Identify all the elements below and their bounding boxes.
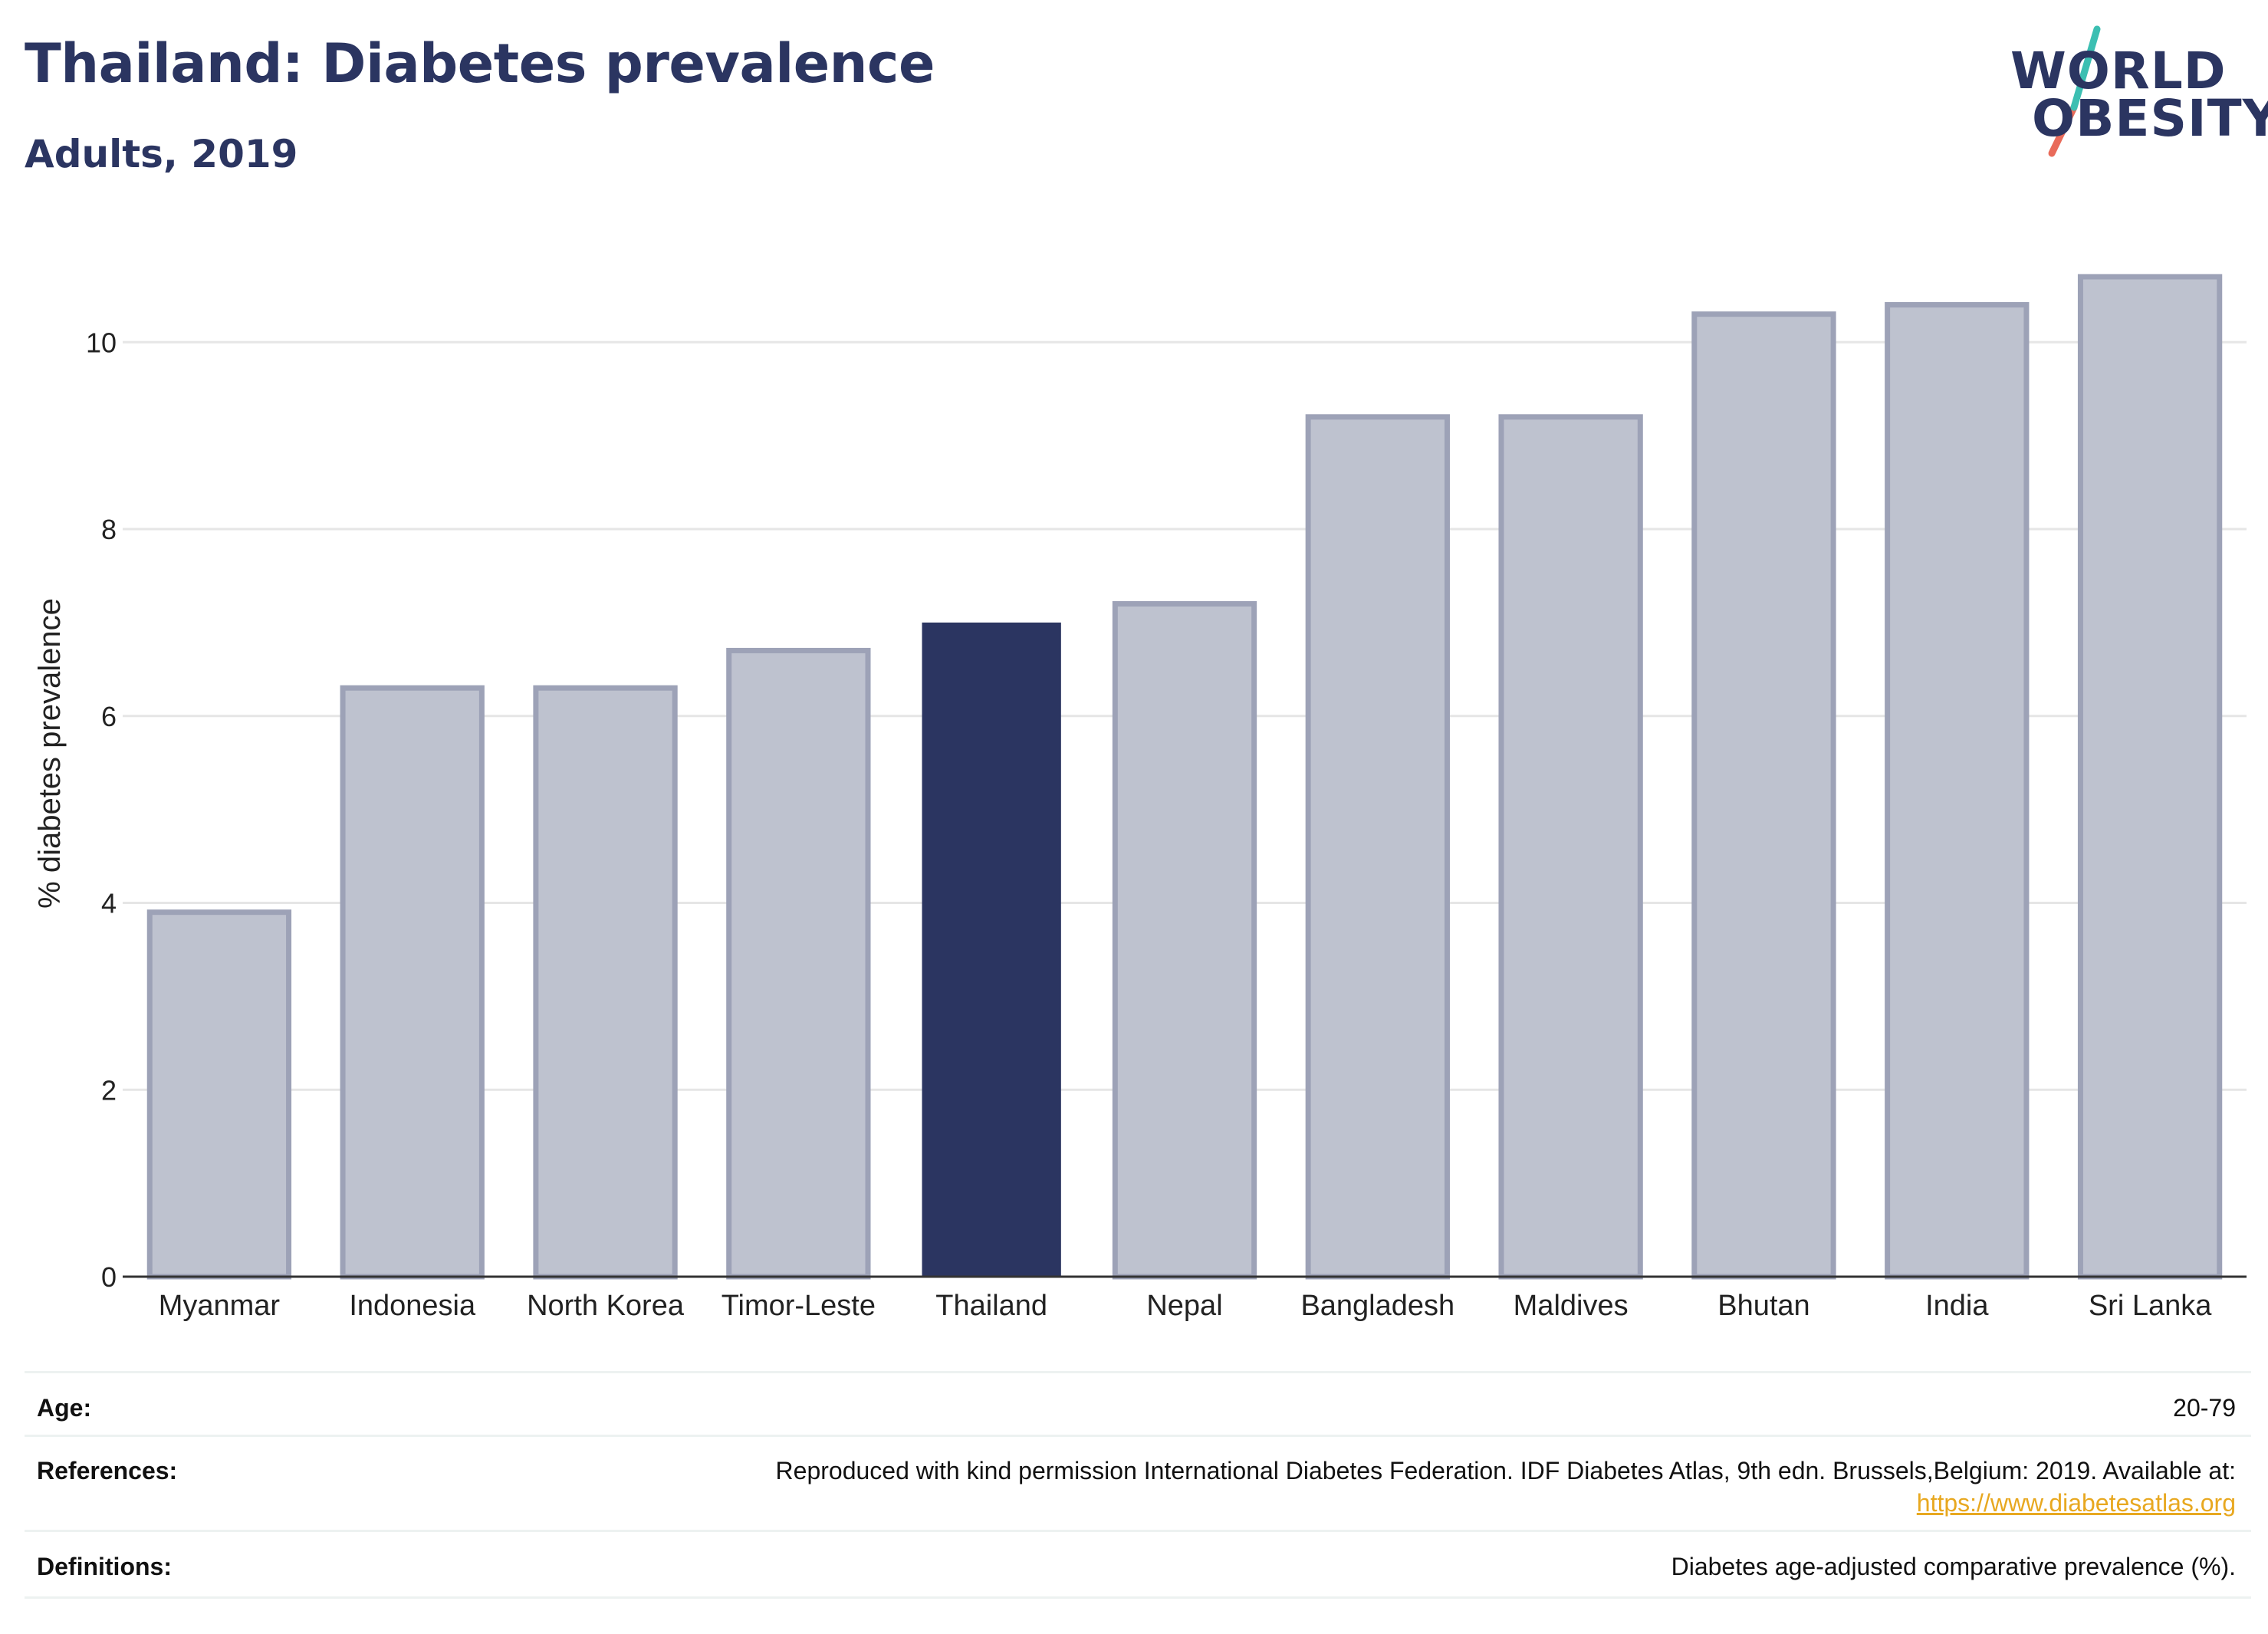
age-value: 20-79: [2173, 1394, 2236, 1422]
bar: [146, 909, 292, 1280]
meta-row-references: References: Reproduced with kind permiss…: [25, 1457, 2251, 1534]
x-tick-label: Bhutan: [1717, 1290, 1809, 1322]
meta-divider: [25, 1371, 2251, 1373]
meta-divider: [25, 1596, 2251, 1599]
age-label: Age:: [37, 1394, 92, 1422]
bar-highlight: [922, 622, 1061, 1277]
y-tick-label: 0: [101, 1261, 117, 1293]
chart-subtitle: Adults, 2019: [25, 132, 298, 176]
x-tick-label: Maldives: [1514, 1290, 1629, 1322]
bar: [1112, 601, 1257, 1280]
bar: [1305, 414, 1450, 1280]
x-tick-label: Timor-Leste: [721, 1290, 876, 1322]
x-tick-label: Nepal: [1146, 1290, 1222, 1322]
logo-word-obesity: OBESITY: [2032, 89, 2268, 148]
x-tick-label: Sri Lanka: [2089, 1290, 2212, 1322]
world-obesity-logo: WORLD OBESITY: [2001, 23, 2268, 161]
definitions-label: Definitions:: [37, 1553, 172, 1580]
y-tick-label: 8: [101, 514, 117, 545]
references-label: References:: [37, 1457, 178, 1484]
meta-divider: [25, 1435, 2251, 1437]
meta-divider: [25, 1530, 2251, 1532]
references-text: Reproduced with kind permission Internat…: [775, 1457, 2236, 1484]
bar: [2077, 274, 2223, 1280]
y-tick-label: 4: [101, 888, 117, 919]
x-tick-label: Thailand: [935, 1290, 1047, 1322]
bar-chart: 0 2 4 6 8 10 Myanmar Indonesia North Korea Timor-…: [33, 274, 2247, 1322]
y-tick-label: 10: [86, 327, 117, 358]
bar: [1498, 414, 1643, 1280]
bar: [340, 685, 485, 1280]
x-tick-label: Bangladesh: [1300, 1290, 1454, 1322]
bar: [1691, 311, 1836, 1280]
bar: [1885, 302, 2030, 1280]
y-tick-label: 2: [101, 1074, 117, 1106]
x-tick-label: Indonesia: [349, 1290, 476, 1322]
chart-title: Thailand: Diabetes prevalence: [25, 32, 935, 95]
meta-row-definitions: Definitions: Diabetes age-adjusted compa…: [25, 1553, 2251, 1591]
y-tick-label: 6: [101, 701, 117, 732]
meta-row-age: Age: 20-79: [25, 1394, 2251, 1432]
bar: [533, 685, 678, 1280]
logo-word-world: WORLD: [2010, 41, 2227, 100]
y-axis-label: % diabetes prevalence: [33, 598, 67, 909]
x-tick-label: India: [1925, 1290, 1989, 1322]
x-tick-label: Myanmar: [159, 1290, 281, 1322]
references-link[interactable]: https://www.diabetesatlas.org: [1916, 1489, 2236, 1517]
bar: [726, 647, 871, 1280]
logo-slash-icon: [2048, 25, 2101, 157]
definitions-value: Diabetes age-adjusted comparative preval…: [1671, 1553, 2236, 1580]
x-tick-label: North Korea: [527, 1290, 685, 1322]
